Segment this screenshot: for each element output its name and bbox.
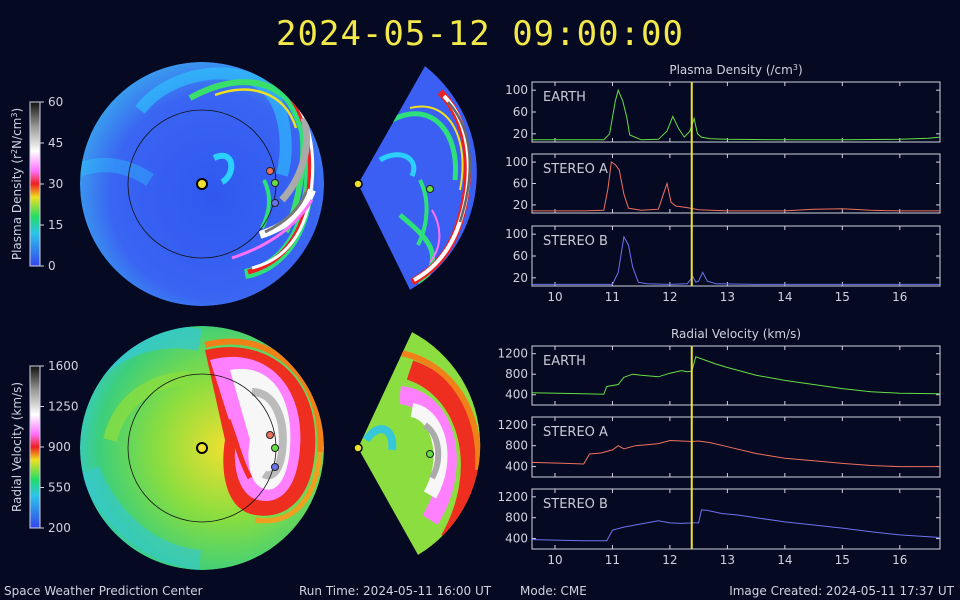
panel-frame (531, 416, 941, 478)
colorbar-tick-label: 30 (48, 177, 63, 191)
series-label: STEREO A (543, 162, 608, 177)
density-wedge-markers (353, 179, 434, 193)
x-tick-label: 15 (835, 553, 850, 567)
density-wedge-view (358, 66, 477, 290)
sun-marker (196, 442, 208, 454)
series-panel-stereo-a: 20 60 100 STEREO A (505, 153, 941, 214)
series-panel-stereo-a: 400 800 1200 STEREO A (497, 416, 941, 478)
colorbar-tick-label: 1600 (48, 359, 79, 373)
time-series-charts: Plasma Density (/cm3) 20 60 100 EARTH 20 60 100… (497, 63, 941, 567)
colorbar-tick-label: 0 (48, 259, 56, 273)
colorbar-tick-label: 550 (48, 481, 71, 495)
y-tick-label: 100 (505, 155, 528, 169)
density-disk-markers (196, 167, 279, 207)
colorbar-tick-label: 45 (48, 136, 63, 150)
panel-frame (531, 345, 941, 406)
y-tick-label: 20 (513, 271, 528, 285)
velocity-colorbar: Radial Velocity (km/s) 200 550 900 1250 1600 (10, 359, 79, 535)
x-tick-label: 15 (835, 290, 850, 304)
density-disk-view (80, 62, 324, 306)
series-panel-stereo-b: 400 800 1200 STEREO B (497, 488, 941, 550)
footer-organization: Space Weather Prediction Center (4, 584, 203, 598)
series-label: STEREO B (543, 497, 608, 512)
x-tick-label: 10 (547, 553, 562, 567)
series-panel-earth: 400 800 1200 EARTH (497, 345, 941, 406)
y-tick-label: 800 (505, 439, 528, 453)
x-tick-label: 13 (720, 553, 735, 567)
y-tick-label: 100 (505, 227, 528, 241)
footer-run-time: Run Time: 2024-05-11 16:00 UT (299, 584, 492, 598)
colorbar-tick-label: 1250 (48, 400, 79, 414)
x-tick-label: 12 (662, 290, 677, 304)
x-tick-label: 16 (892, 290, 907, 304)
footer-mode: Mode: CME (520, 584, 587, 598)
velocity-wedge-markers (353, 443, 434, 458)
x-tick-label: 12 (662, 553, 677, 567)
earth-marker (426, 185, 434, 193)
y-tick-label: 1200 (497, 347, 528, 361)
velocity-colorbar-label: Radial Velocity (km/s) (10, 382, 24, 512)
y-tick-label: 100 (505, 83, 528, 97)
chart-title: Plasma Density (/cm3) (669, 63, 802, 77)
earth-marker (271, 444, 279, 452)
series-line (531, 356, 941, 395)
stereo-a-marker (266, 431, 274, 439)
series-panel-earth: 20 60 100 EARTH (505, 81, 941, 143)
earth-marker (426, 450, 434, 458)
series-line (531, 509, 941, 542)
chart-title: Radial Velocity (km/s) (671, 327, 801, 341)
panel-frame (531, 488, 941, 550)
date-time-title: 2024-05-12 09:00:00 (276, 14, 684, 54)
x-tick-label: 11 (605, 553, 620, 567)
panel-frame (531, 81, 941, 143)
series-line (531, 439, 940, 468)
colorbar-tick-label: 15 (48, 218, 63, 232)
velocity-wedge-view (358, 332, 481, 555)
y-tick-label: 400 (505, 388, 528, 402)
y-tick-label: 1200 (497, 418, 528, 432)
colorbar-tick-label: 60 (48, 95, 63, 109)
y-tick-label: 60 (513, 249, 528, 263)
series-line (532, 235, 940, 285)
density-colorbar-label: Plasma Density (r2N/cm3) (10, 108, 24, 260)
colorbar-tick-label: 200 (48, 521, 71, 535)
sun-marker (353, 443, 363, 453)
series-label: STEREO A (543, 425, 608, 440)
y-tick-label: 800 (505, 511, 528, 525)
x-tick-label: 14 (777, 290, 792, 304)
footer-image-created: Image Created: 2024-05-11 17:37 UT (729, 584, 954, 598)
density-colorbar: Plasma Density (r2N/cm3) 0 15 30 45 60 (10, 95, 63, 273)
colorbar-tick-label: 900 (48, 440, 71, 454)
sun-marker (353, 179, 363, 189)
x-tick-label: 11 (605, 290, 620, 304)
y-tick-label: 60 (513, 105, 528, 119)
stereo-b-marker (271, 463, 279, 471)
y-tick-label: 800 (505, 367, 528, 381)
series-panel-stereo-b: 20 60 100 STEREO B (505, 225, 941, 287)
series-label: EARTH (543, 90, 586, 105)
earth-marker (271, 179, 279, 187)
stereo-a-marker (266, 167, 274, 175)
series-line (532, 161, 940, 212)
stereo-b-marker (271, 199, 279, 207)
series-label: EARTH (543, 354, 586, 369)
y-tick-label: 20 (513, 127, 528, 141)
y-tick-label: 20 (513, 198, 528, 212)
y-tick-label: 60 (513, 177, 528, 191)
x-tick-label: 16 (892, 553, 907, 567)
x-tick-label: 14 (777, 553, 792, 567)
series-line (532, 88, 941, 141)
y-tick-label: 1200 (497, 490, 528, 504)
sun-marker (196, 178, 208, 190)
y-tick-label: 400 (505, 460, 528, 474)
x-tick-label: 10 (547, 290, 562, 304)
series-label: STEREO B (543, 234, 608, 249)
y-tick-label: 400 (505, 532, 528, 546)
x-tick-label: 13 (720, 290, 735, 304)
velocity-disk-markers (196, 431, 279, 471)
